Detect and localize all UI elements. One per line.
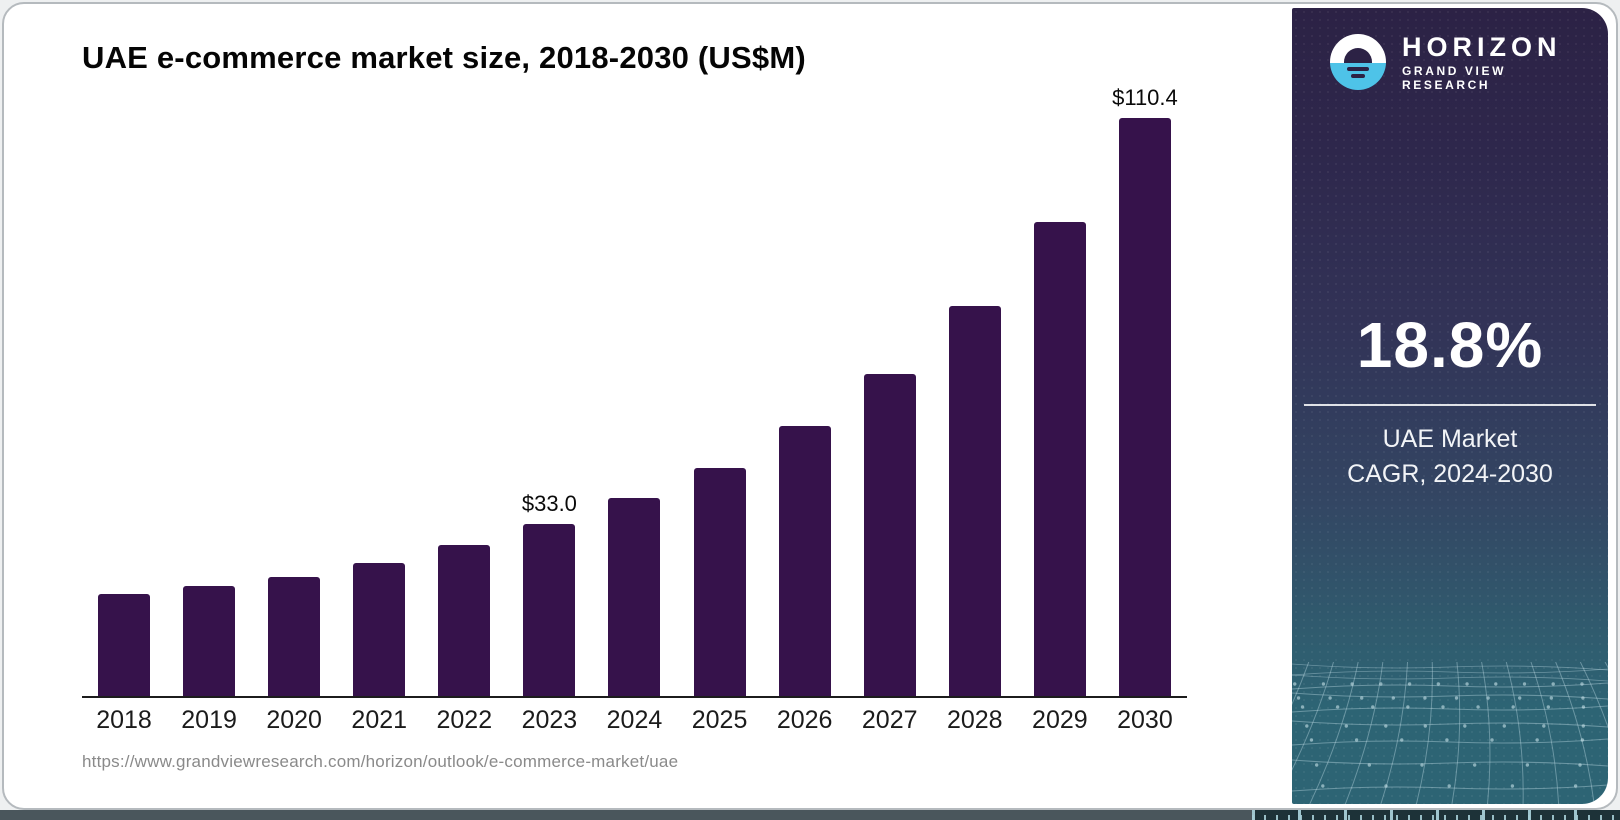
x-axis-label-2029: 2029 <box>1032 706 1088 734</box>
stat-caption-line1: UAE Market <box>1382 425 1518 453</box>
x-axis-label-2024: 2024 <box>606 706 663 734</box>
bar-group-2030: $110.4 <box>1112 85 1178 697</box>
x-axis-line <box>82 696 1187 698</box>
brand: HORIZON GRAND VIEW RESEARCH <box>1330 32 1592 92</box>
bar-group-2021 <box>347 118 411 697</box>
cagr-stat: 18.8% UAE Market CAGR, 2024-2030 <box>1292 308 1608 492</box>
bar-2018 <box>98 594 150 697</box>
x-axis-label-2028: 2028 <box>946 706 1003 734</box>
x-axis-label-2022: 2022 <box>436 706 493 734</box>
bottom-strip <box>0 810 1620 820</box>
bar-2023: $33.0 <box>522 491 577 697</box>
bar-2029 <box>1033 222 1086 697</box>
x-axis-label-2025: 2025 <box>691 706 748 734</box>
bar-2020 <box>268 577 321 697</box>
brand-subtitle: GRAND VIEW RESEARCH <box>1402 64 1506 92</box>
bar-2021 <box>353 563 406 697</box>
bar-2024 <box>608 498 661 697</box>
bar-group-2025 <box>688 118 752 697</box>
bar-2027 <box>863 373 916 697</box>
bar-group-2028 <box>943 118 1007 697</box>
brand-text: HORIZON GRAND VIEW RESEARCH <box>1402 32 1592 92</box>
bar-2030: $110.4 <box>1112 85 1178 697</box>
chart-title: UAE e-commerce market size, 2018-2030 (U… <box>82 40 806 75</box>
source-url: https://www.grandviewresearch.com/horizo… <box>82 752 679 771</box>
bar-group-2027 <box>858 118 922 697</box>
x-axis-label-2023: 2023 <box>521 706 578 734</box>
x-axis-labels: 2018 2019 2020 2021 2022 2023 2024 2025 2026 2027… <box>82 706 1187 735</box>
bar-chart: $33.0 $110.4 <box>82 85 1187 697</box>
bar-2028 <box>948 306 1001 697</box>
bar-value-label-2023: $33.0 <box>521 490 577 516</box>
bar-group-2020 <box>262 118 326 697</box>
stat-caption-line2: CAGR, 2024-2030 <box>1347 460 1553 488</box>
bar-group-2023: $33.0 <box>517 118 581 697</box>
sidebar: HORIZON GRAND VIEW RESEARCH 18.8% UAE Ma… <box>1292 8 1608 804</box>
bar-2025 <box>693 467 746 697</box>
bar-2026 <box>778 425 831 697</box>
mesh-graphic <box>1292 662 1608 804</box>
bar-group-2019 <box>177 118 241 697</box>
cagr-value: 18.8% <box>1356 309 1544 381</box>
x-axis-label-2019: 2019 <box>181 706 237 734</box>
x-axis-label-2026: 2026 <box>776 706 833 734</box>
bar-2022 <box>438 545 491 697</box>
bar-2019 <box>183 586 236 697</box>
bar-group-2022 <box>432 118 496 697</box>
bar-group-2024 <box>602 118 666 697</box>
x-axis-label-2020: 2020 <box>266 706 322 734</box>
bar-group-2026 <box>773 118 837 697</box>
ruler-ticks-icon <box>1252 810 1620 820</box>
x-axis-label-2018: 2018 <box>96 706 152 734</box>
horizon-logo-icon <box>1330 34 1386 90</box>
x-axis-label-2021: 2021 <box>351 706 408 734</box>
bar-group-2029 <box>1028 118 1092 697</box>
x-axis-label-2027: 2027 <box>861 706 918 734</box>
x-axis-label-2030: 2030 <box>1117 706 1173 734</box>
stat-divider <box>1304 404 1596 406</box>
bar-value-label-2030: $110.4 <box>1112 85 1178 110</box>
bar-group-2018 <box>92 118 156 697</box>
brand-name: HORIZON <box>1402 32 1562 62</box>
